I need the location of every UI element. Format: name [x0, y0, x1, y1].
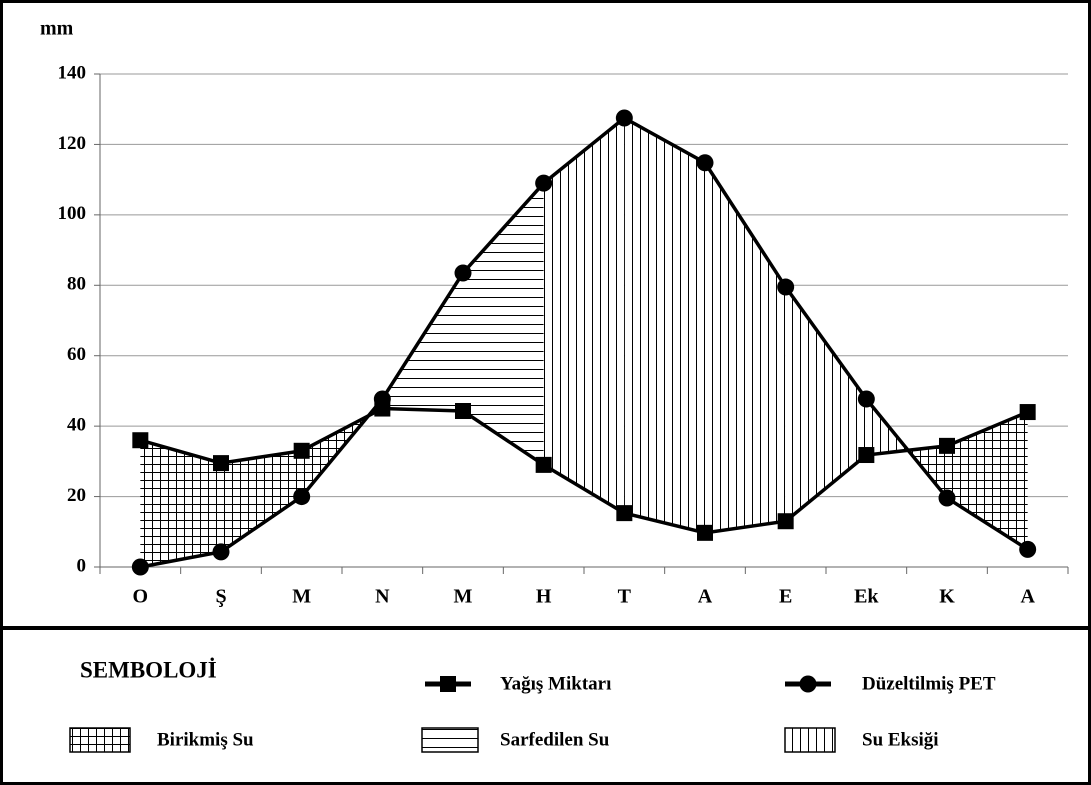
x-tick-label: Ek [854, 586, 879, 608]
marker-circle [615, 109, 633, 127]
x-tick-label: A [698, 586, 713, 608]
x-tick-label: E [779, 586, 792, 608]
hatched-area [463, 183, 544, 465]
marker-square [858, 447, 875, 464]
series-line [139, 406, 1029, 535]
legend-title: SEMBOLOJİ [80, 657, 217, 682]
marker-square [440, 676, 456, 692]
marker-circle [212, 543, 230, 561]
hatched-area [947, 412, 1028, 550]
y-tick-label: 140 [58, 62, 87, 83]
hatched-area [140, 440, 221, 567]
marker-circle [799, 675, 817, 693]
legend-swatch [69, 727, 131, 753]
y-tick-label: 120 [58, 133, 87, 154]
marker-circle [1019, 540, 1037, 558]
marker-circle [938, 489, 956, 507]
legend-label: Düzeltilmiş PET [862, 673, 996, 694]
x-tick-label: H [536, 586, 552, 608]
marker-square [616, 505, 633, 522]
y-tick-label: 20 [67, 485, 86, 506]
legend-swatch [421, 727, 479, 753]
marker-square [777, 513, 794, 530]
x-tick-label: Ş [215, 586, 226, 608]
y-tick-label: 60 [67, 344, 86, 365]
hatched-area [705, 162, 786, 533]
hatched-area [624, 118, 705, 533]
hatched-area [543, 118, 625, 514]
marker-square [132, 432, 149, 449]
y-tick-label: 80 [67, 274, 86, 295]
y-tick-label: 0 [77, 555, 87, 576]
y-tick-label: 100 [58, 203, 87, 224]
marker-square [213, 455, 229, 472]
marker-circle [535, 174, 553, 192]
marker-circle [131, 558, 149, 576]
x-tick-label: K [939, 586, 955, 608]
x-tick-label: M [292, 586, 311, 608]
marker-circle [454, 264, 472, 282]
y-tick-label: 40 [67, 415, 86, 436]
marker-square [293, 442, 310, 459]
marker-square [535, 456, 552, 473]
marker-circle [857, 390, 875, 408]
y-axis-label: mm [40, 18, 74, 40]
legend-label: Sarfedilen Su [500, 729, 610, 750]
legend-swatch [784, 727, 836, 753]
x-tick-label: N [375, 586, 390, 608]
marker-circle [373, 390, 391, 408]
hatched-area [221, 450, 302, 552]
marker-square [697, 524, 713, 541]
x-tick-label: M [454, 586, 473, 608]
legend-label: Su Eksiği [862, 729, 939, 750]
marker-square [1019, 404, 1036, 421]
marker-square [455, 403, 471, 420]
x-tick-label: O [133, 586, 149, 608]
x-tick-label: A [1020, 586, 1035, 608]
marker-circle [696, 154, 714, 172]
marker-square [939, 437, 955, 454]
legend-label: Yağış Miktarı [500, 673, 611, 694]
hatched-area [785, 287, 867, 522]
x-tick-label: T [618, 586, 632, 608]
marker-circle [293, 488, 311, 506]
legend-label: Birikmiş Su [157, 729, 254, 750]
series-line [140, 115, 1029, 569]
marker-circle [777, 278, 795, 296]
